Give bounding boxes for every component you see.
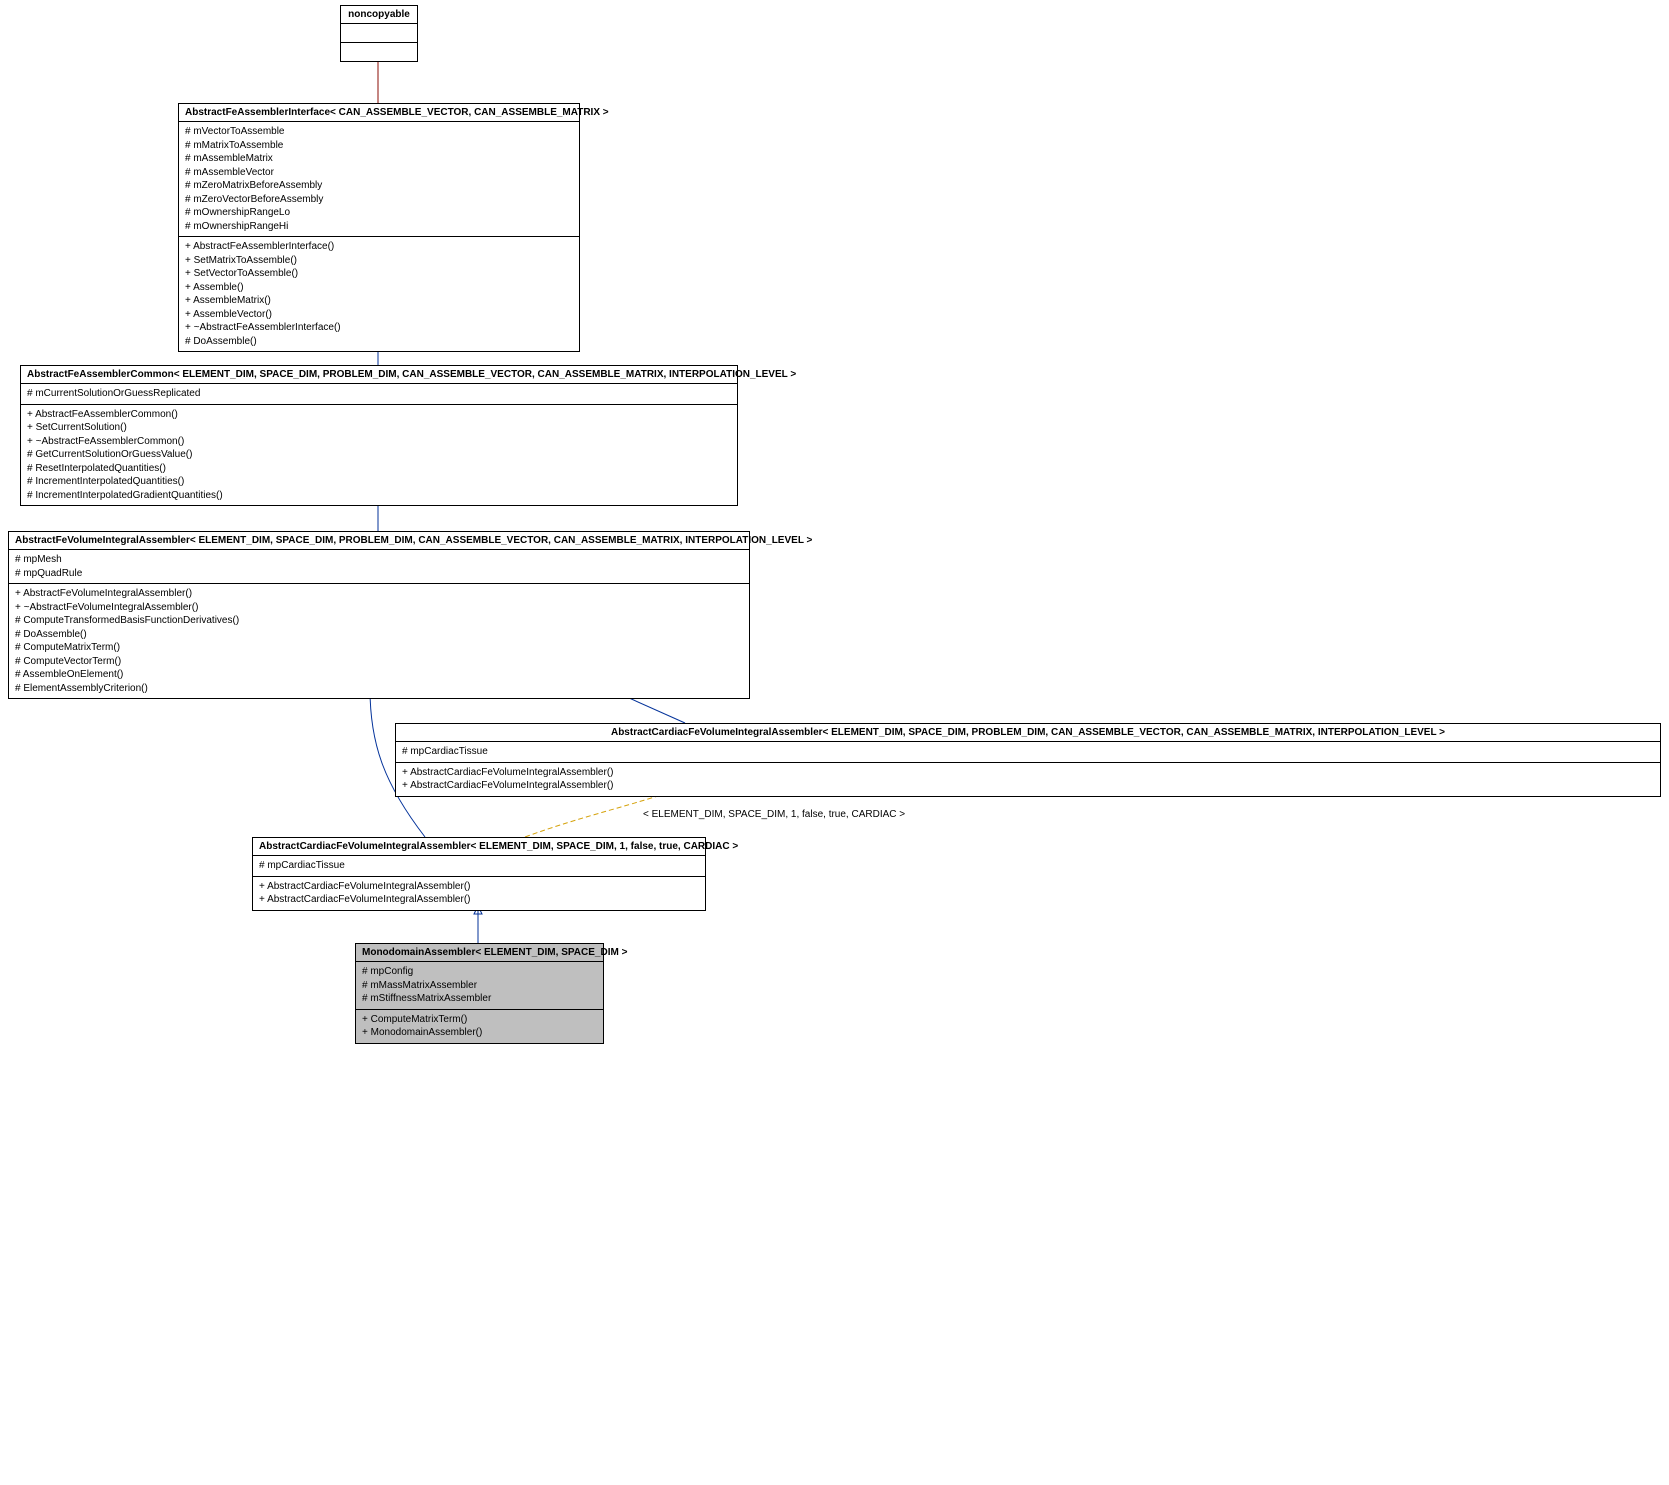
template-instance-annotation: < ELEMENT_DIM, SPACE_DIM, 1, false, true… (643, 809, 905, 820)
class-title: AbstractFeAssemblerCommon< ELEMENT_DIM, … (21, 366, 737, 384)
class-operations: + AbstractFeAssemblerInterface() + SetMa… (179, 237, 579, 351)
class-abstract-fe-volume-integral-assembler[interactable]: AbstractFeVolumeIntegralAssembler< ELEME… (8, 531, 750, 699)
class-noncopyable[interactable]: noncopyable (340, 5, 418, 62)
class-attributes: # mCurrentSolutionOrGuessReplicated (21, 384, 737, 405)
class-title: AbstractFeAssemblerInterface< CAN_ASSEMB… (179, 104, 579, 122)
class-attributes: # mpConfig # mMassMatrixAssembler # mSti… (356, 962, 603, 1010)
class-attributes: # mVectorToAssemble # mMatrixToAssemble … (179, 122, 579, 237)
class-abstract-fe-assembler-common[interactable]: AbstractFeAssemblerCommon< ELEMENT_DIM, … (20, 365, 738, 506)
class-monodomain-assembler[interactable]: MonodomainAssembler< ELEMENT_DIM, SPACE_… (355, 943, 604, 1044)
class-operations: + AbstractCardiacFeVolumeIntegralAssembl… (396, 763, 1660, 796)
class-operations: + ComputeMatrixTerm() + MonodomainAssemb… (356, 1010, 603, 1043)
class-abstract-cardiac-fe-volume-integral-assembler-specialized[interactable]: AbstractCardiacFeVolumeIntegralAssembler… (252, 837, 706, 911)
class-operations: + AbstractFeAssemblerCommon() + SetCurre… (21, 405, 737, 506)
class-title: AbstractCardiacFeVolumeIntegralAssembler… (253, 838, 705, 856)
class-operations (341, 43, 417, 61)
class-title: MonodomainAssembler< ELEMENT_DIM, SPACE_… (356, 944, 603, 962)
class-abstract-cardiac-fe-volume-integral-assembler-generic[interactable]: AbstractCardiacFeVolumeIntegralAssembler… (395, 723, 1661, 797)
class-operations: + AbstractCardiacFeVolumeIntegralAssembl… (253, 877, 705, 910)
class-attributes (341, 24, 417, 43)
uml-diagram: noncopyable AbstractFeAssemblerInterface… (5, 5, 1665, 1480)
class-operations: + AbstractFeVolumeIntegralAssembler() + … (9, 584, 749, 698)
class-title: noncopyable (341, 6, 417, 24)
class-attributes: # mpMesh # mpQuadRule (9, 550, 749, 584)
class-title: AbstractFeVolumeIntegralAssembler< ELEME… (9, 532, 749, 550)
class-attributes: # mpCardiacTissue (396, 742, 1660, 763)
class-abstract-fe-assembler-interface[interactable]: AbstractFeAssemblerInterface< CAN_ASSEMB… (178, 103, 580, 352)
class-attributes: # mpCardiacTissue (253, 856, 705, 877)
class-title: AbstractCardiacFeVolumeIntegralAssembler… (396, 724, 1660, 742)
